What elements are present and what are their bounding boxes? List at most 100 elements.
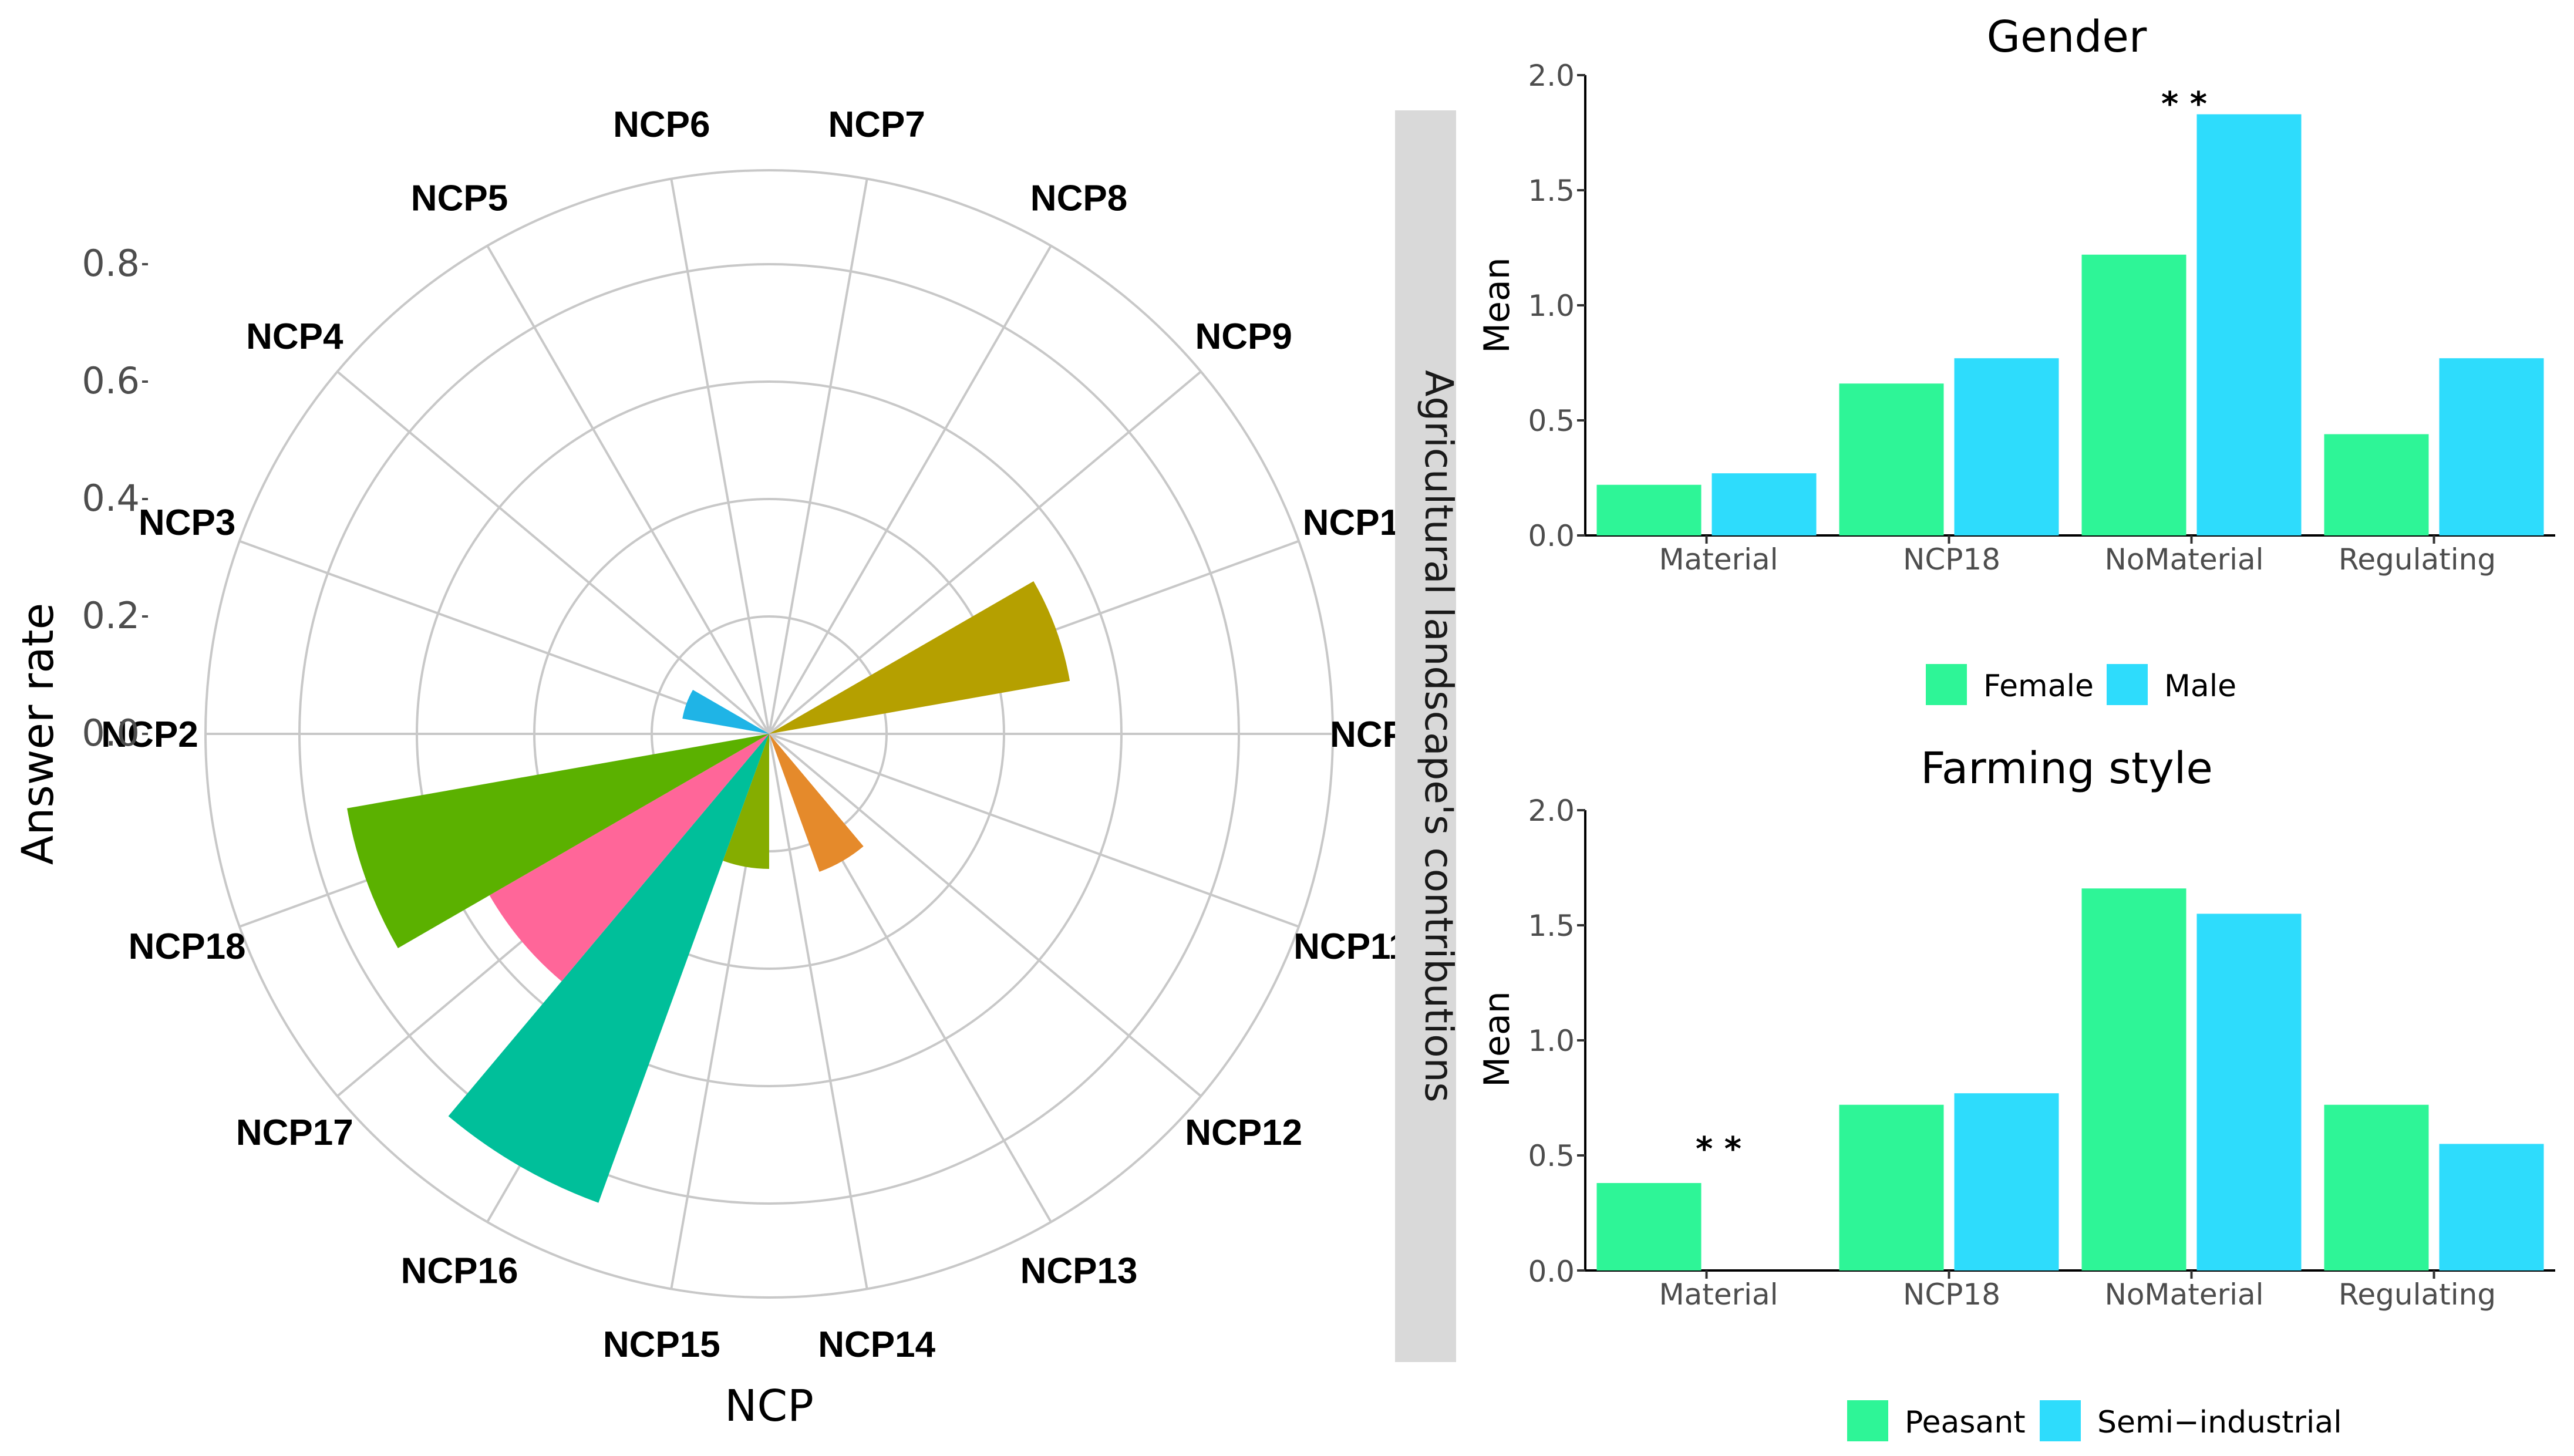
farming-y-tick-2: 1.0 bbox=[1528, 1024, 1575, 1058]
gender-y-tick-1: 0.5 bbox=[1528, 404, 1575, 438]
polar-label-ncp5: NCP5 bbox=[411, 178, 508, 218]
polar-label-ncp11: NCP11 bbox=[1293, 926, 1409, 967]
polar-spoke bbox=[769, 733, 1299, 928]
gender-significance-marker: * * bbox=[2161, 85, 2207, 123]
polar-label-ncp14: NCP14 bbox=[818, 1324, 935, 1365]
radial-tick-0: 0.0 bbox=[82, 712, 140, 754]
polar-label-ncp18: NCP18 bbox=[129, 926, 246, 967]
legend-label-female: Female bbox=[1983, 669, 2094, 704]
polar-bar-ncp15 bbox=[723, 734, 769, 869]
farming-chart-title: Farming style bbox=[1921, 743, 2213, 794]
polar-spoke bbox=[768, 733, 868, 1289]
gender-x-tick-nomaterial: NoMaterial bbox=[2104, 542, 2263, 577]
farming-x-tick-ncp18: NCP18 bbox=[1903, 1278, 2000, 1312]
polar-label-ncp13: NCP13 bbox=[1020, 1251, 1138, 1292]
polar-x-axis-label: NCP bbox=[725, 1381, 814, 1431]
farming-x-tick-nomaterial: NoMaterial bbox=[2104, 1278, 2263, 1312]
polar-chart: NCP1 NCP2 NCP3 NCP4 NCP5 NCP6 NCP7 NCP8 NCP9 NCP1… bbox=[13, 105, 1447, 1431]
polar-label-ncp6: NCP6 bbox=[613, 105, 710, 145]
gender-bar-regulating-female bbox=[2324, 434, 2429, 535]
radial-tick-1: 0.2 bbox=[82, 594, 140, 637]
legend-key-female bbox=[1926, 664, 1967, 705]
gender-x-tick-regulating: Regulating bbox=[2339, 542, 2496, 577]
farming-x-tick-regulating: Regulating bbox=[2339, 1278, 2496, 1312]
polar-bar-ncp16 bbox=[448, 734, 769, 1203]
polar-radial-ticks: 0.0 0.2 0.4 0.6 0.8 bbox=[82, 242, 148, 754]
polar-label-ncp2: NCP2 bbox=[101, 714, 198, 755]
polar-label-ncp15: NCP15 bbox=[603, 1324, 720, 1365]
farming-bar-regulating-peasant bbox=[2324, 1104, 2429, 1270]
polar-label-ncp9: NCP9 bbox=[1195, 316, 1292, 357]
polar-category-labels: NCP1 NCP2 NCP3 NCP4 NCP5 NCP6 NCP7 NCP8 NCP9 NCP1… bbox=[101, 105, 1447, 1365]
gender-y-tick-3: 1.5 bbox=[1528, 174, 1575, 208]
polar-label-ncp3: NCP3 bbox=[139, 503, 235, 543]
legend-label-male: Male bbox=[2164, 669, 2236, 704]
polar-bar-ncp1 bbox=[769, 581, 1070, 734]
farming-bar-ncp18-semi-industrial bbox=[1954, 1093, 2059, 1270]
farming-x-ticks: Material NCP18 NoMaterial Regulating bbox=[1659, 1278, 2496, 1312]
polar-label-ncp4: NCP4 bbox=[246, 316, 343, 357]
farming-y-tick-3: 1.5 bbox=[1528, 909, 1575, 943]
gender-y-tick-4: 2.0 bbox=[1528, 59, 1575, 93]
gender-bar-regulating-male bbox=[2439, 358, 2544, 535]
gender-bar-material-male bbox=[1711, 473, 1817, 535]
gender-legend: Female Male bbox=[1926, 664, 2236, 705]
polar-label-ncp16: NCP16 bbox=[401, 1251, 518, 1292]
farming-bars bbox=[1577, 809, 2555, 1279]
gender-bar-ncp18-male bbox=[1954, 358, 2059, 535]
radial-tick-4: 0.8 bbox=[82, 242, 140, 285]
polar-spoke bbox=[670, 178, 770, 734]
polar-label-ncp12: NCP12 bbox=[1185, 1113, 1302, 1153]
farming-x-tick-material: Material bbox=[1659, 1278, 1778, 1312]
polar-spoke bbox=[486, 245, 770, 734]
polar-label-ncp7: NCP7 bbox=[828, 105, 925, 145]
farming-bar-material-peasant bbox=[1596, 1183, 1702, 1270]
polar-label-ncp8: NCP8 bbox=[1030, 178, 1127, 218]
gender-y-axis-label: Mean bbox=[1477, 257, 1518, 353]
legend-key-peasant bbox=[1847, 1400, 1888, 1441]
gender-y-tick-2: 1.0 bbox=[1528, 289, 1575, 323]
polar-spoke bbox=[768, 370, 1202, 735]
gender-bar-nomaterial-male bbox=[2196, 114, 2302, 535]
legend-label-semi-industrial: Semi−industrial bbox=[2097, 1405, 2342, 1440]
gender-x-ticks: Material NCP18 NoMaterial Regulating bbox=[1659, 542, 2496, 577]
legend-key-semi-industrial bbox=[2040, 1400, 2081, 1441]
gender-x-tick-ncp18: NCP18 bbox=[1903, 542, 2000, 577]
polar-spoke bbox=[239, 540, 770, 735]
legend-key-male bbox=[2107, 664, 2148, 705]
gender-y-tick-0: 0.0 bbox=[1528, 519, 1575, 553]
farming-style-bar-chart: Farming style Mean 0.0 0.5 1.0 1.5 2.0 M… bbox=[1477, 743, 2555, 1441]
polar-spoke bbox=[768, 733, 1202, 1097]
polar-spoke bbox=[768, 178, 868, 734]
radial-tick-3: 0.6 bbox=[82, 359, 140, 402]
polar-spoke bbox=[336, 370, 770, 735]
gender-bar-ncp18-female bbox=[1839, 383, 1944, 535]
gender-bar-chart: Gender Mean 0.0 0.5 1.0 1.5 2.0 Material… bbox=[1477, 12, 2555, 705]
farming-y-axis-label: Mean bbox=[1477, 991, 1518, 1087]
gender-y-ticks: 0.0 0.5 1.0 1.5 2.0 bbox=[1528, 59, 1575, 553]
farming-bar-ncp18-peasant bbox=[1839, 1104, 1944, 1270]
gender-bar-material-female bbox=[1596, 484, 1702, 535]
polar-bar-ncp18 bbox=[347, 734, 769, 948]
facet-strip-label: Agricultural landscape's contributions bbox=[1416, 370, 1461, 1103]
polar-label-ncp17: NCP17 bbox=[236, 1113, 353, 1153]
polar-bar-ncp13 bbox=[769, 734, 864, 872]
gender-x-tick-material: Material bbox=[1659, 542, 1778, 577]
farming-legend: Peasant Semi−industrial bbox=[1847, 1400, 2342, 1441]
farming-y-tick-1: 0.5 bbox=[1528, 1139, 1575, 1173]
farming-bar-regulating-semi-industrial bbox=[2439, 1144, 2544, 1270]
farming-y-tick-4: 2.0 bbox=[1528, 794, 1575, 828]
radial-tick-2: 0.4 bbox=[82, 477, 140, 520]
polar-bar-ncp17 bbox=[489, 734, 769, 982]
polar-label-ncp1: NCP1 bbox=[1303, 503, 1400, 543]
farming-bar-nomaterial-peasant bbox=[2081, 888, 2186, 1270]
polar-spoke bbox=[768, 245, 1052, 734]
polar-bars bbox=[347, 581, 1070, 1203]
facet-strip: Agricultural landscape's contributions bbox=[1395, 110, 1461, 1362]
farming-y-tick-0: 0.0 bbox=[1528, 1255, 1575, 1289]
farming-significance-marker: * * bbox=[1696, 1130, 1741, 1168]
polar-bar-ncp3 bbox=[682, 690, 769, 734]
legend-label-peasant: Peasant bbox=[1905, 1405, 2026, 1440]
farming-y-ticks: 0.0 0.5 1.0 1.5 2.0 bbox=[1528, 794, 1575, 1289]
